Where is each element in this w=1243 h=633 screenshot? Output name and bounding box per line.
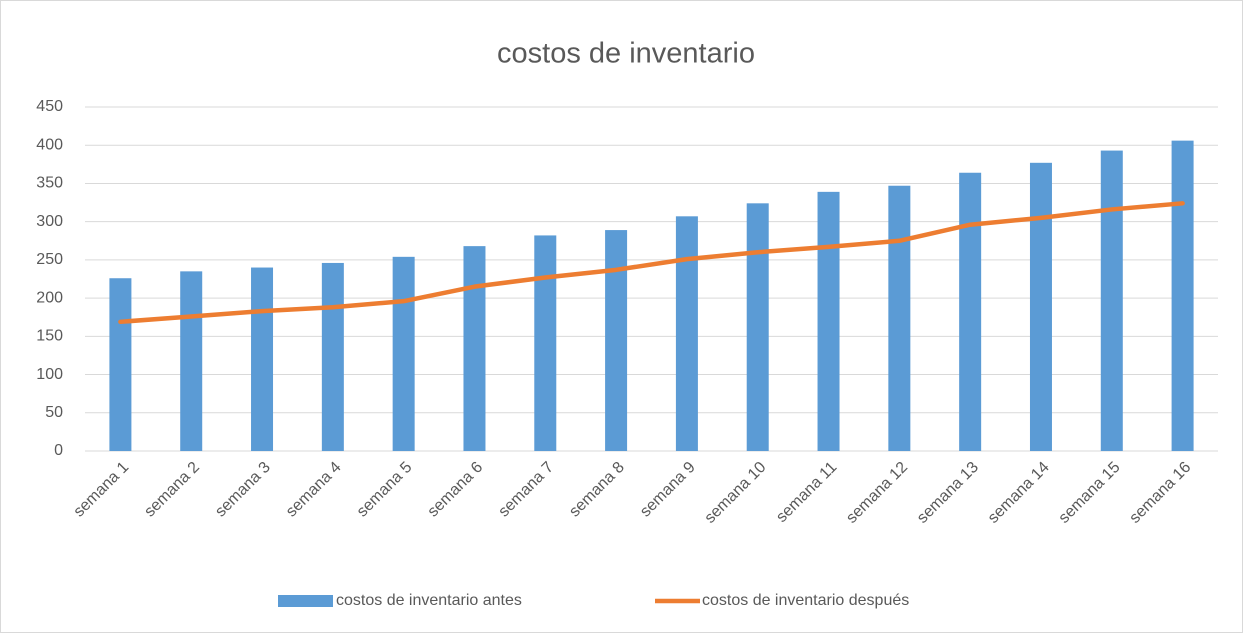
bar: [817, 191, 840, 451]
bar: [959, 172, 982, 451]
bar: [1100, 150, 1123, 451]
y-tick-label: 150: [36, 328, 63, 345]
bar: [251, 267, 274, 451]
y-tick-label: 250: [36, 251, 63, 268]
bar: [605, 230, 628, 451]
y-tick-label: 200: [36, 289, 63, 306]
legend-label: costos de inventario después: [702, 592, 909, 609]
bar: [1171, 140, 1194, 451]
line: [118, 201, 1185, 325]
bar: [675, 216, 698, 451]
y-tick-label: 0: [54, 442, 63, 459]
y-tick-label: 100: [36, 366, 63, 383]
bar: [746, 203, 769, 451]
legend-label: costos de inventario antes: [336, 592, 522, 609]
y-tick-label: 350: [36, 175, 63, 192]
bar: [1029, 162, 1052, 451]
bar: [180, 271, 203, 451]
bar: [321, 262, 344, 451]
bar: [392, 256, 415, 451]
bar: [463, 246, 486, 451]
bar: [888, 185, 911, 451]
bar: [534, 235, 557, 451]
chart-title: costos de inventario: [497, 38, 755, 70]
legend-swatch: [278, 595, 333, 607]
y-tick-label: 450: [36, 98, 63, 115]
y-tick-label: 50: [45, 404, 63, 421]
y-tick-label: 300: [36, 213, 63, 230]
bar: [109, 278, 132, 451]
y-tick-label: 400: [36, 136, 63, 153]
